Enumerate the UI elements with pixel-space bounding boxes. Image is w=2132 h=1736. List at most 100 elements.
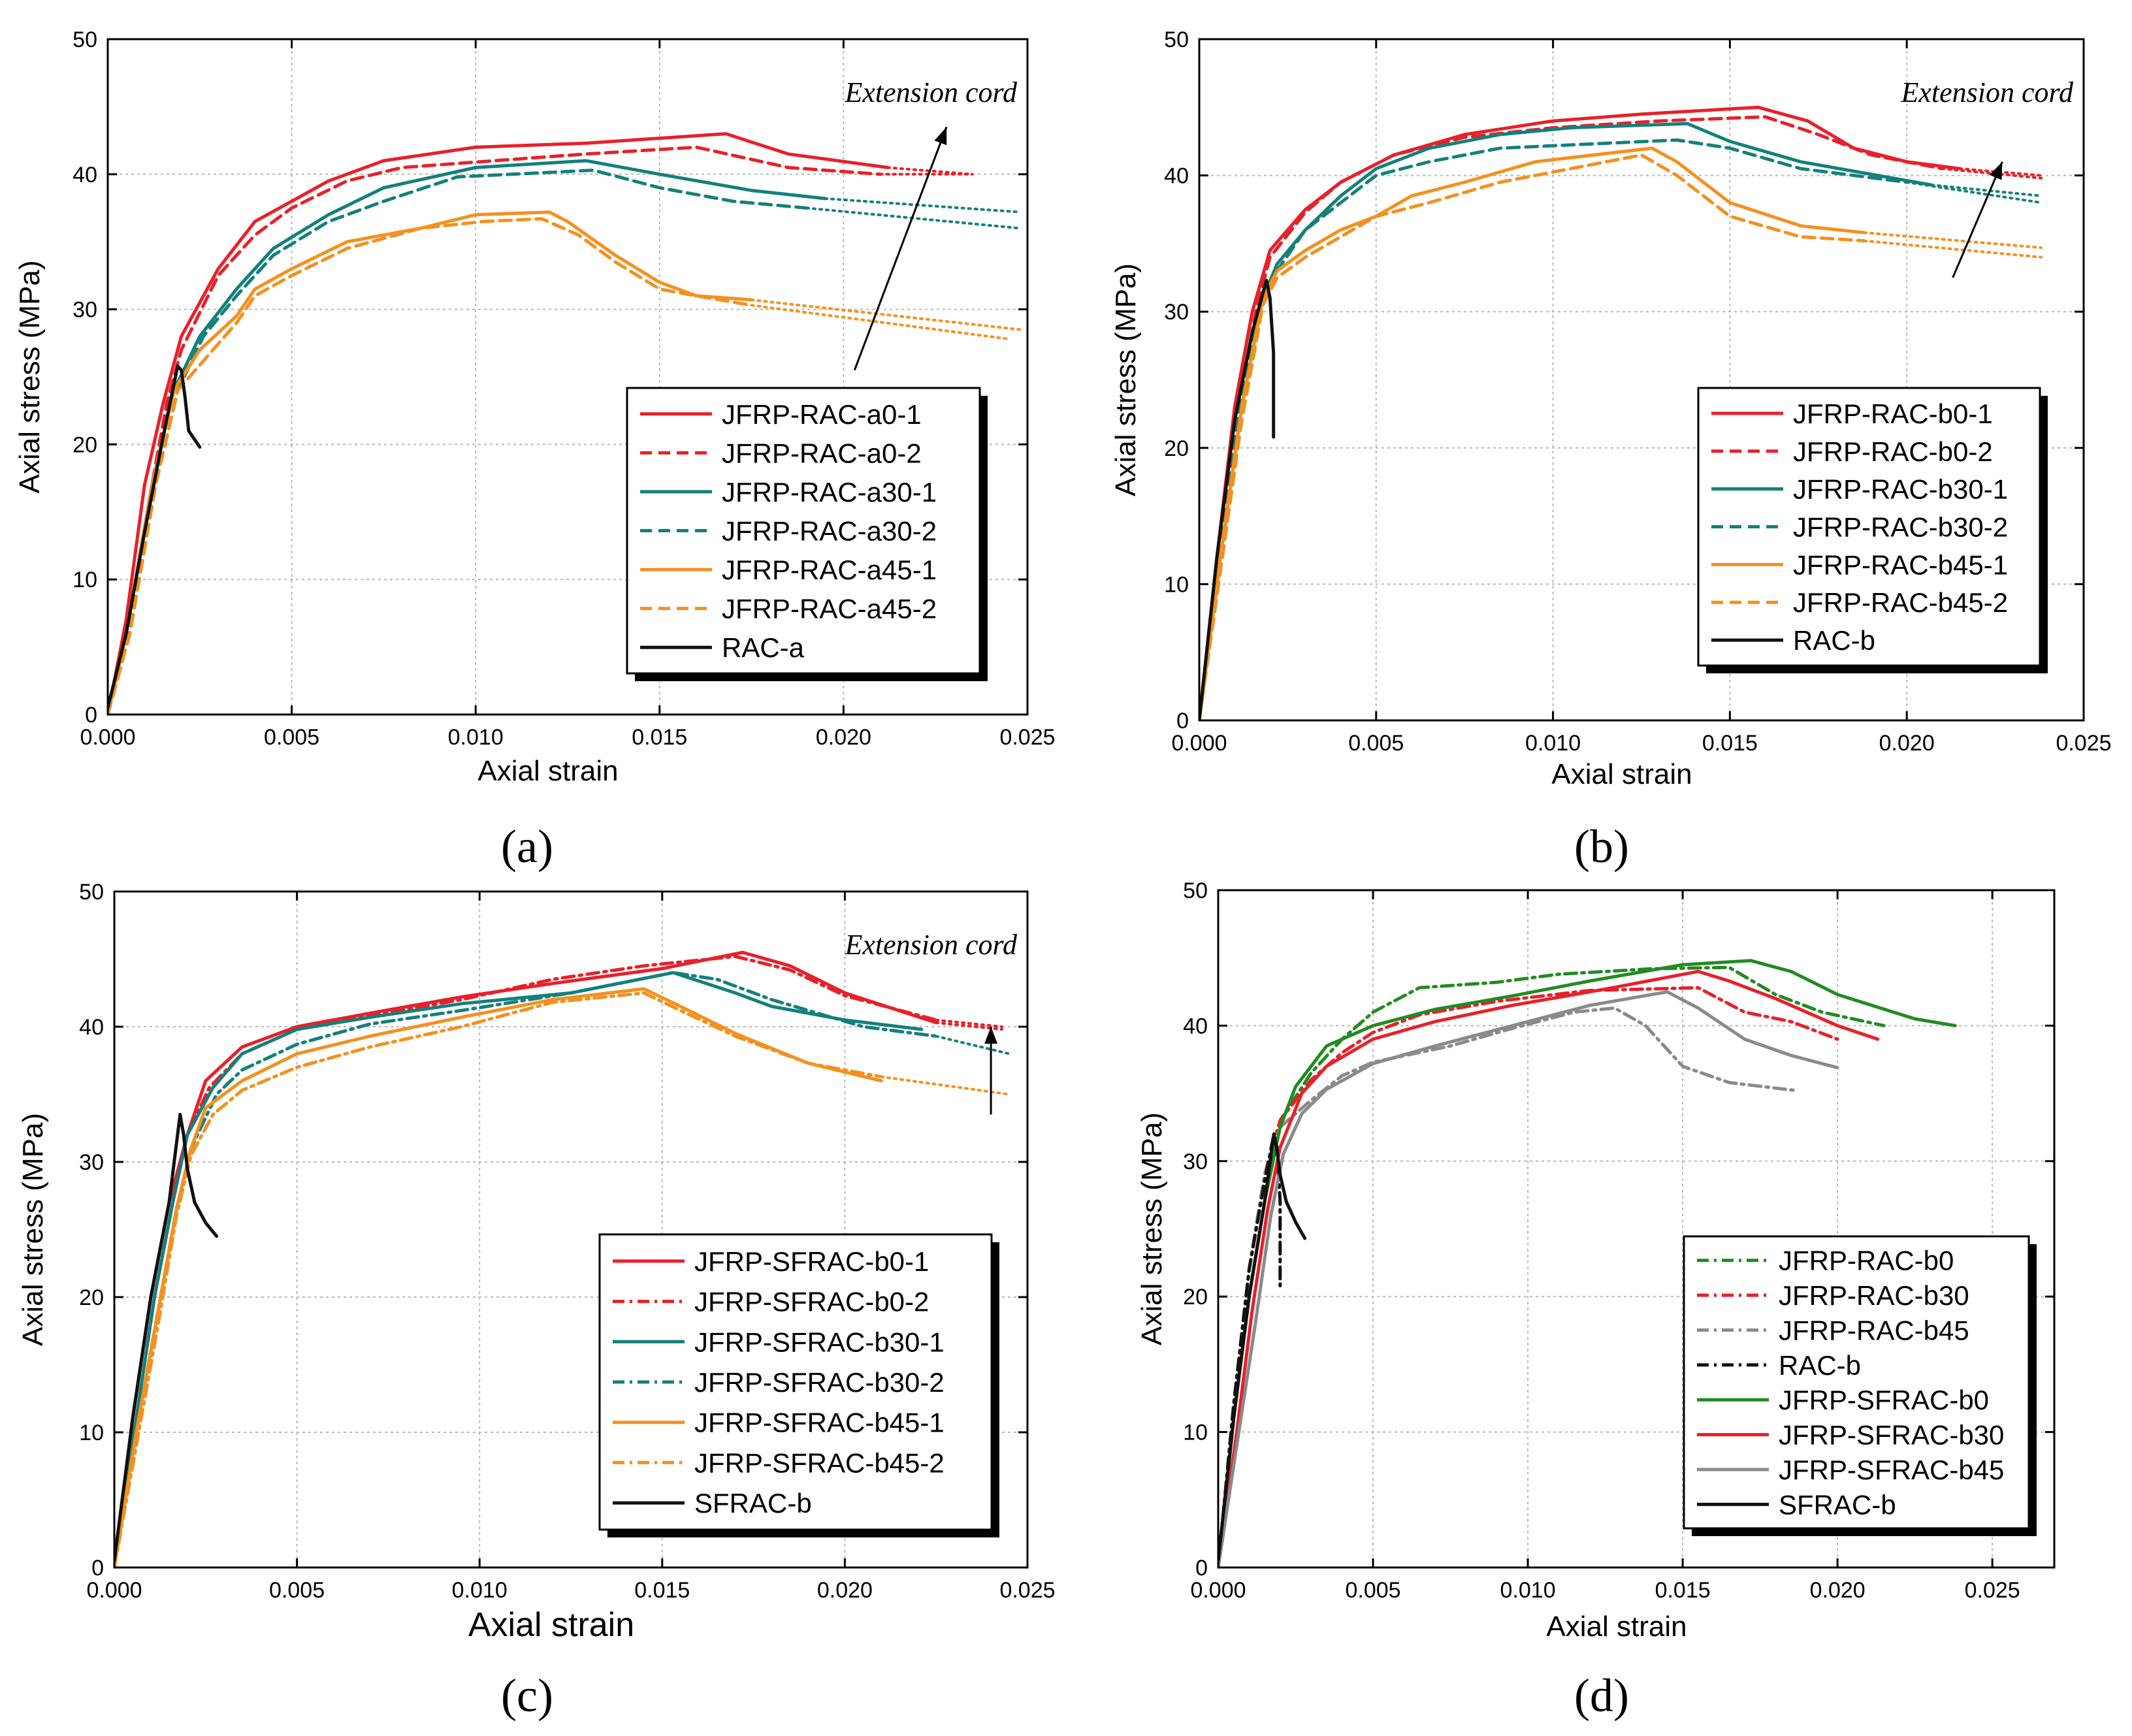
y-tick-label: 20 [1164, 436, 1189, 461]
x-tick-label: 0.010 [1500, 1578, 1556, 1603]
y-tick-label: 10 [79, 1421, 104, 1445]
series-extension-jfrp-sfrac-b45-2 [880, 1075, 1010, 1096]
y-tick-label: 50 [79, 880, 104, 905]
series-line-rac-a [108, 364, 202, 710]
legend-label-jfrp-rac-b30-2: JFRP-RAC-b30-2 [1793, 512, 2008, 543]
legend-label-jfrp-rac-b30: JFRP-RAC-b30 [1779, 1280, 1969, 1311]
y-tick-label: 0 [1176, 709, 1189, 733]
plot-frame [1217, 889, 2056, 1569]
y-axis-label: Axial stress (MPa) [1110, 263, 1142, 496]
plot-frame [1198, 38, 2085, 722]
x-axis-label: Axial strain [477, 755, 618, 787]
y-tick-label: 0 [91, 1556, 104, 1581]
series-line-jfrp-sfrac-b45 [1218, 990, 1839, 1567]
series-group [114, 950, 1010, 1567]
chart-panel-b: 0.000 0.005 0.010 0.015 0.020 0.025 0 10 20 30 40 5… [1110, 27, 2112, 873]
y-tick-label: 10 [1183, 1421, 1208, 1445]
y-tick-label: 50 [1183, 878, 1208, 903]
x-tick-label: 0.025 [2056, 731, 2111, 756]
series-extension-jfrp-rac-a45-1 [750, 298, 1022, 331]
legend-label-rac-b: RAC-b [1779, 1350, 1861, 1381]
legend-label-sfrac-b: SFRAC-b [694, 1488, 812, 1519]
series-line-rac-b [1199, 278, 1276, 720]
x-tick-label: 0.000 [1190, 1578, 1246, 1603]
series-line-jfrp-sfrac-b45-2 [114, 991, 883, 1567]
extension-cord-label: Extension cord [844, 76, 1018, 108]
legend-label-jfrp-rac-a0-2: JFRP-RAC-a0-2 [722, 438, 922, 468]
series-line-jfrp-rac-b45-2 [1199, 153, 1866, 720]
x-tick-label: 0.020 [1879, 731, 1935, 756]
x-tick-label: 0.015 [632, 725, 687, 750]
y-axis-label: Axial stress (MPa) [14, 261, 46, 494]
series-line-jfrp-sfrac-b30-1 [114, 971, 924, 1567]
series-line-jfrp-sfrac-b45-1 [114, 987, 883, 1567]
series-extension-jfrp-rac-a30-1 [824, 197, 1022, 214]
x-tick-label: 0.015 [1655, 1578, 1711, 1603]
legend-label-rac-b: RAC-b [1793, 625, 1875, 656]
series-line-jfrp-rac-a45-2 [108, 217, 754, 715]
legend-label-jfrp-rac-b45-1: JFRP-RAC-b45-1 [1793, 549, 2008, 580]
x-tick-label: 0.010 [1525, 731, 1581, 756]
series-extension-jfrp-rac-a30-2 [805, 206, 1022, 230]
series-line-jfrp-rac-b30-2 [1199, 138, 1909, 720]
x-tick-label: 0.005 [1345, 1578, 1400, 1603]
extension-cord-label: Extension cord [844, 929, 1018, 961]
y-tick-label: 20 [79, 1285, 104, 1310]
y-tick-label: 20 [73, 432, 97, 457]
chart-panel-a: 0.000 0.005 0.010 0.015 0.020 0.025 0 10 20 30 40 5… [14, 27, 1056, 873]
legend-label-sfrac-b: SFRAC-b [1779, 1489, 1896, 1520]
series-extension-jfrp-sfrac-b0-2 [935, 1018, 1003, 1028]
legend-label-jfrp-rac-a45-1: JFRP-RAC-a45-1 [722, 555, 937, 585]
series-extension-jfrp-rac-b45-2 [1863, 239, 2043, 259]
y-tick-label: 10 [1164, 572, 1189, 597]
series-extension-jfrp-rac-b45-1 [1863, 231, 2043, 249]
y-tick-label: 0 [85, 703, 97, 728]
x-tick-label: 0.000 [86, 1578, 142, 1603]
x-tick-label: 0.000 [80, 725, 135, 750]
legend-label-jfrp-sfrac-b30: JFRP-SFRAC-b30 [1779, 1420, 2004, 1451]
x-tick-label: 0.015 [634, 1578, 690, 1603]
series-line-jfrp-rac-a0-1 [108, 132, 890, 715]
legend-label-jfrp-rac-a30-2: JFRP-RAC-a30-2 [722, 516, 937, 547]
legend-label-jfrp-sfrac-b0-2: JFRP-SFRAC-b0-2 [694, 1287, 929, 1317]
legend-label-jfrp-rac-b45: JFRP-RAC-b45 [1779, 1315, 1969, 1345]
legend-label-jfrp-rac-b30-1: JFRP-RAC-b30-1 [1793, 474, 2008, 505]
x-tick-label: 0.025 [1965, 1578, 2020, 1603]
y-tick-label: 40 [73, 163, 97, 187]
x-tick-label: 0.025 [999, 725, 1055, 750]
series-extension-jfrp-rac-a45-2 [750, 304, 1010, 341]
panel-caption: (a) [501, 820, 553, 873]
legend-label-jfrp-rac-b45-2: JFRP-RAC-b45-2 [1793, 587, 2008, 618]
y-tick-label: 40 [79, 1015, 104, 1040]
series-group [1218, 959, 1957, 1567]
extension-cord-label: Extension cord [1900, 76, 2074, 108]
legend-label-jfrp-sfrac-b30-2: JFRP-SFRAC-b30-2 [694, 1367, 945, 1398]
legend-label-jfrp-sfrac-b45-2: JFRP-SFRAC-b45-2 [694, 1447, 945, 1478]
extension-cord-arrow [853, 126, 948, 371]
x-axis-label: Axial strain [1551, 758, 1692, 790]
x-axis-label: Axial strain [1546, 1611, 1687, 1643]
legend-label-jfrp-rac-b0-1: JFRP-RAC-b0-1 [1793, 398, 1993, 429]
y-tick-label: 0 [1195, 1556, 1208, 1581]
y-tick-label: 50 [73, 27, 97, 52]
plot-frame [106, 38, 1029, 716]
x-tick-label: 0.010 [448, 725, 504, 750]
legend-label-jfrp-rac-b0: JFRP-RAC-b0 [1779, 1246, 1954, 1276]
chart-panel-d: 0.000 0.005 0.010 0.015 0.020 0.025 0 10 20 30 40 5… [1136, 878, 2056, 1722]
extension-cord-arrowhead [934, 127, 947, 146]
legend-label-jfrp-sfrac-b30-1: JFRP-SFRAC-b30-1 [694, 1326, 945, 1357]
series-line-jfrp-sfrac-b30 [1218, 969, 1880, 1567]
x-tick-label: 0.000 [1171, 731, 1227, 756]
legend-label-jfrp-rac-a45-2: JFRP-RAC-a45-2 [722, 594, 937, 624]
y-tick-label: 40 [1164, 164, 1189, 189]
extension-cord-arrowhead [984, 1027, 998, 1044]
x-tick-label: 0.010 [452, 1578, 508, 1603]
x-tick-label: 0.015 [1702, 731, 1758, 756]
series-line-jfrp-rac-b45-1 [1199, 146, 1866, 720]
legend-label-jfrp-sfrac-b45: JFRP-SFRAC-b45 [1779, 1455, 2004, 1485]
x-axis-label: Axial strain [468, 1606, 634, 1644]
series-extension-jfrp-rac-b30-1 [1930, 184, 2043, 197]
series-extension-jfrp-sfrac-b30-2 [935, 1035, 1010, 1055]
series-group [1199, 105, 2043, 720]
